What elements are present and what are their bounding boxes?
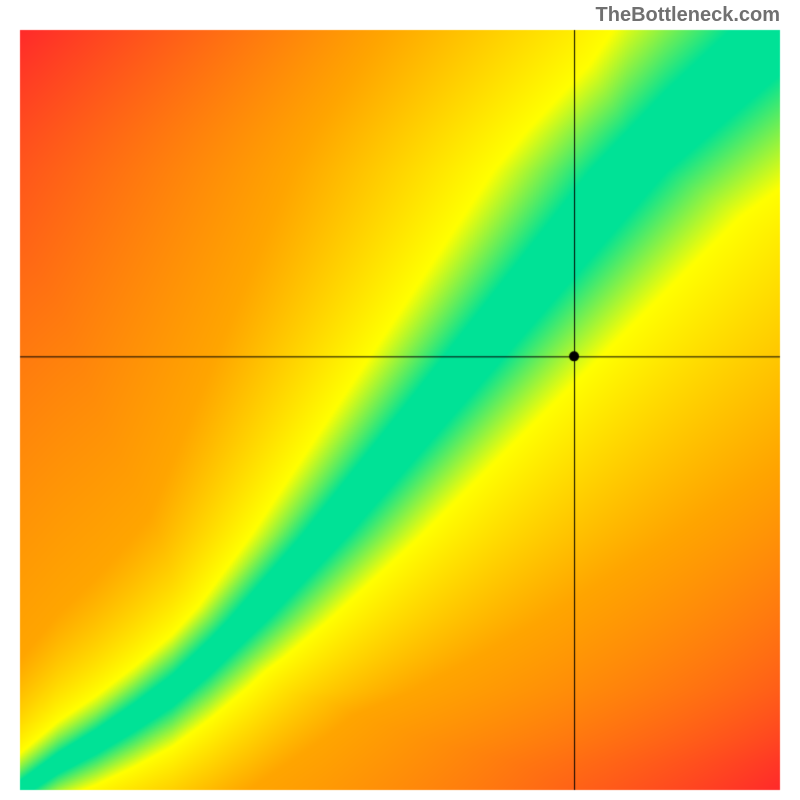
- bottleneck-heatmap: [0, 0, 800, 800]
- root: TheBottleneck.com: [0, 0, 800, 800]
- watermark-text: TheBottleneck.com: [596, 4, 780, 27]
